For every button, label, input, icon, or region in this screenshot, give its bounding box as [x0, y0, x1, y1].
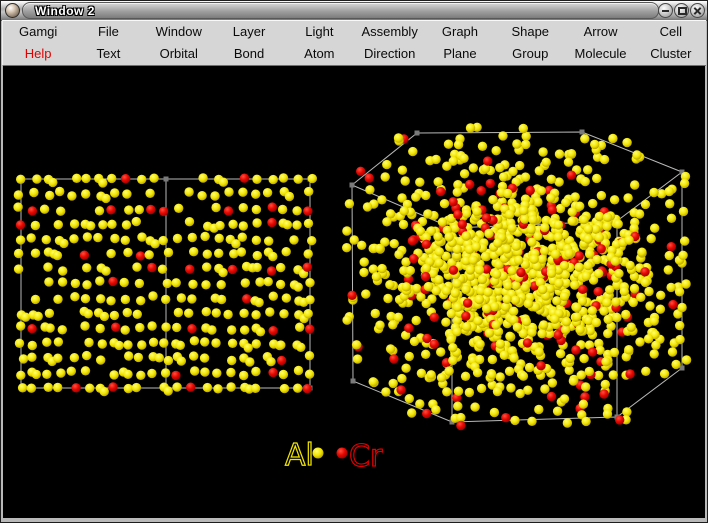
menu-item-direction[interactable]: Direction — [364, 46, 416, 61]
menu-item-cell[interactable]: Cell — [659, 24, 683, 39]
maximize-icon — [678, 7, 687, 15]
menu-item-cluster[interactable]: Cluster — [650, 46, 692, 61]
menu-item-bond[interactable]: Bond — [233, 46, 265, 61]
titlebar[interactable]: Window 2 — [1, 1, 707, 21]
menu-col-5: Assembly Direction — [355, 21, 425, 65]
menu-item-orbital[interactable]: Orbital — [159, 46, 198, 61]
menubar: Gamgi Help File Text Window Orbital Laye… — [2, 20, 706, 66]
menu-item-gamgi[interactable]: Gamgi — [19, 24, 58, 39]
close-button[interactable] — [690, 3, 705, 18]
legend: Al Cr — [284, 437, 383, 474]
legend-cr-label: Cr — [349, 439, 383, 474]
menu-col-8: Arrow Molecule — [565, 21, 635, 65]
menu-item-graph[interactable]: Graph — [441, 24, 479, 39]
menu-col-9: Cell Cluster — [636, 21, 706, 65]
window-title: Window 2 — [35, 4, 95, 18]
menu-item-assembly[interactable]: Assembly — [361, 24, 418, 39]
menu-col-6: Graph Plane — [425, 21, 495, 65]
legend-cr-dot — [336, 447, 348, 459]
minimize-button[interactable] — [658, 3, 673, 18]
menu-item-help[interactable]: Help — [24, 46, 52, 61]
window-menu-ball-icon[interactable] — [5, 3, 20, 18]
menu-col-1: File Text — [73, 21, 143, 65]
minimize-icon — [662, 10, 669, 12]
scene-svg[interactable]: Al Cr — [3, 66, 705, 518]
maximize-button[interactable] — [674, 3, 689, 18]
menu-item-atom[interactable]: Atom — [304, 46, 335, 61]
menu-col-3: Layer Bond — [214, 21, 284, 65]
menu-item-molecule[interactable]: Molecule — [574, 46, 627, 61]
menu-item-file[interactable]: File — [97, 24, 119, 39]
gl-viewport[interactable]: Al Cr — [3, 66, 705, 518]
menu-item-arrow[interactable]: Arrow — [583, 24, 618, 39]
menu-col-0: Gamgi Help — [3, 21, 73, 65]
window-controls — [657, 3, 705, 18]
menu-col-4: Light Atom — [284, 21, 354, 65]
menu-item-group[interactable]: Group — [512, 46, 549, 61]
atoms-layer — [13, 122, 692, 431]
menu-col-7: Shape Group — [495, 21, 565, 65]
menu-col-2: Window Orbital — [144, 21, 214, 65]
legend-al-dot — [312, 447, 324, 459]
legend-al-label: Al — [285, 438, 314, 473]
menu-item-light[interactable]: Light — [305, 24, 334, 39]
menu-item-shape[interactable]: Shape — [511, 24, 550, 39]
title-capsule: Window 2 — [22, 2, 659, 19]
menu-item-window[interactable]: Window — [155, 24, 202, 39]
menu-item-text[interactable]: Text — [96, 46, 121, 61]
menu-item-layer[interactable]: Layer — [232, 24, 266, 39]
menu-item-plane[interactable]: Plane — [443, 46, 477, 61]
